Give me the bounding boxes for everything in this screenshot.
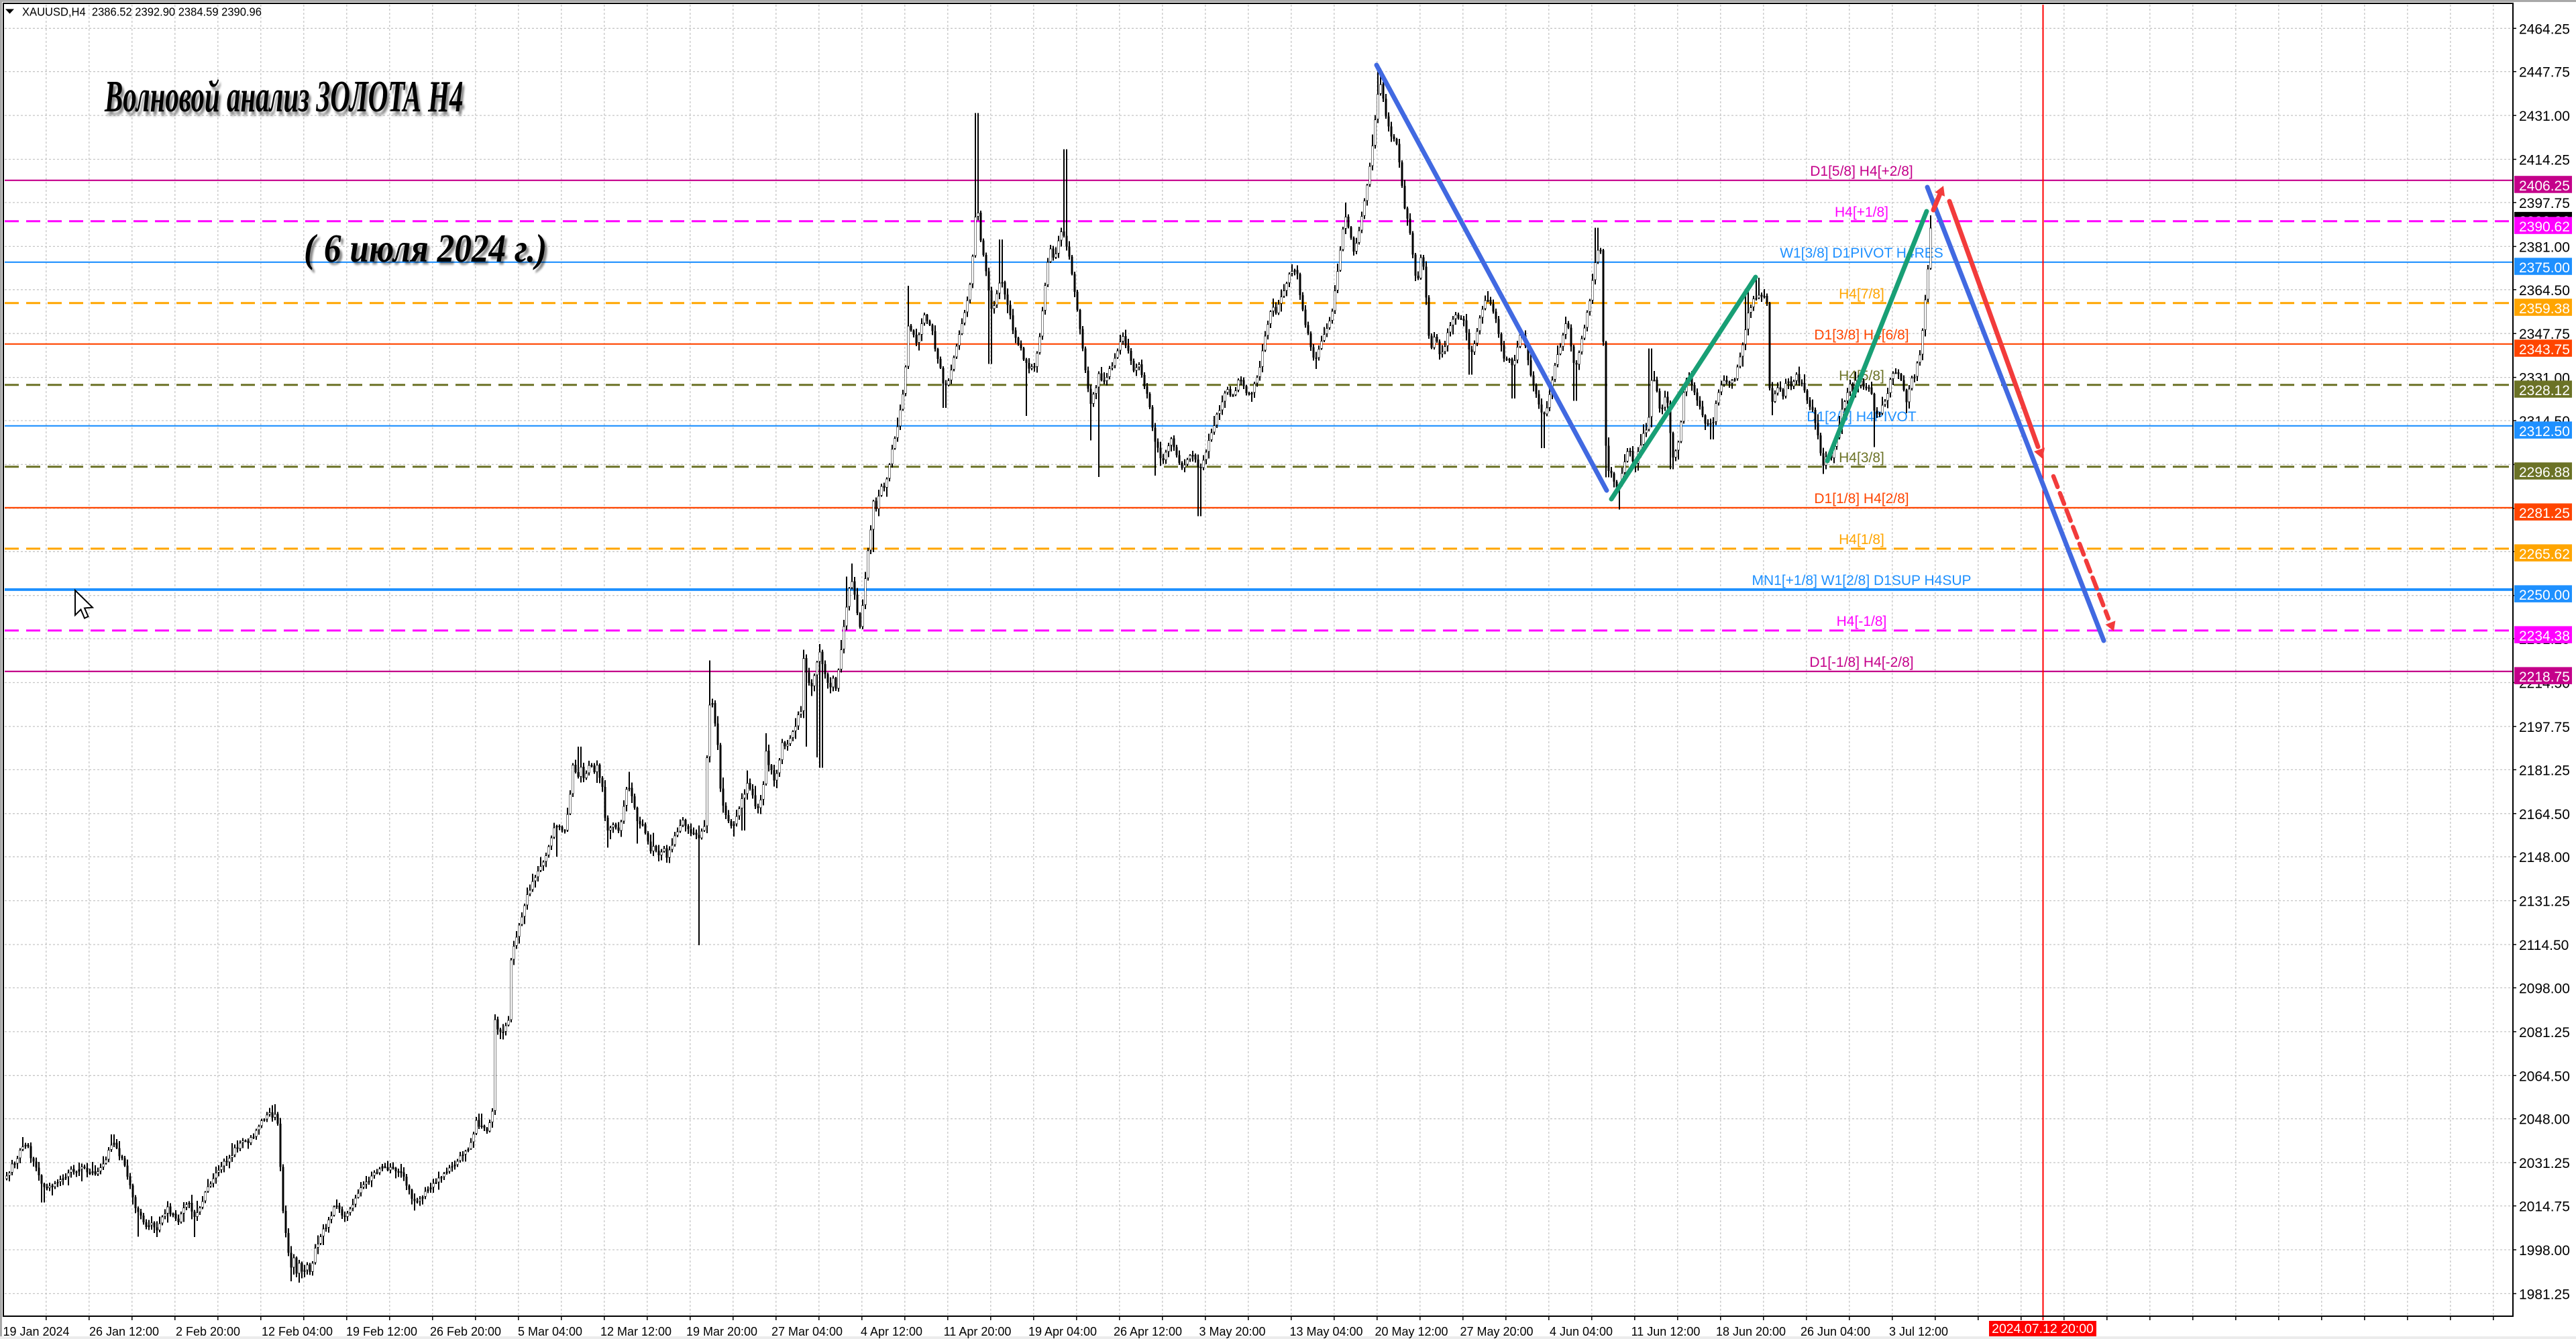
svg-text:H4[7/8]: H4[7/8] [1839, 286, 1884, 302]
svg-text:11 Jun 12:00: 11 Jun 12:00 [1631, 1325, 1701, 1338]
svg-text:XAUUSD,H4 2386.52 2392.90 238: XAUUSD,H4 2386.52 2392.90 2384.59 2390.9… [22, 5, 262, 19]
svg-text:2312.50: 2312.50 [2519, 424, 2570, 439]
svg-text:1981.25: 1981.25 [2519, 1287, 2570, 1302]
svg-text:H4[+1/8]: H4[+1/8] [1835, 205, 1888, 220]
svg-text:11 Apr 20:00: 11 Apr 20:00 [944, 1325, 1012, 1338]
svg-text:H4[-1/8]: H4[-1/8] [1837, 614, 1887, 629]
svg-text:2234.38: 2234.38 [2519, 629, 2570, 644]
svg-text:27 Mar 04:00: 27 Mar 04:00 [771, 1325, 843, 1338]
svg-text:26 Feb 20:00: 26 Feb 20:00 [430, 1325, 501, 1338]
svg-text:18 Jun 20:00: 18 Jun 20:00 [1716, 1325, 1786, 1338]
svg-text:( 6 июля 2024 г.): ( 6 июля 2024 г.) [304, 227, 547, 271]
svg-text:2181.25: 2181.25 [2519, 763, 2570, 778]
svg-text:D1[-1/8] H4[-2/8]: D1[-1/8] H4[-2/8] [1809, 655, 1913, 670]
svg-text:2447.75: 2447.75 [2519, 65, 2570, 81]
svg-text:2296.88: 2296.88 [2519, 465, 2570, 480]
svg-text:2064.50: 2064.50 [2519, 1069, 2570, 1084]
svg-text:26 Jan 12:00: 26 Jan 12:00 [89, 1325, 159, 1338]
svg-text:2359.38: 2359.38 [2519, 301, 2570, 317]
svg-text:2281.25: 2281.25 [2519, 506, 2570, 521]
svg-text:H4[1/8]: H4[1/8] [1839, 532, 1884, 547]
svg-text:2024.07.12 20:00: 2024.07.12 20:00 [1992, 1322, 2094, 1336]
svg-text:2081.25: 2081.25 [2519, 1025, 2570, 1040]
svg-text:19 Mar 20:00: 19 Mar 20:00 [686, 1325, 757, 1338]
svg-text:2114.50: 2114.50 [2519, 938, 2569, 953]
svg-text:2397.75: 2397.75 [2519, 196, 2570, 211]
svg-text:D1[3/8] H4[6/8]: D1[3/8] H4[6/8] [1814, 327, 1909, 343]
svg-text:2431.00: 2431.00 [2519, 109, 2570, 124]
svg-text:2 Feb 20:00: 2 Feb 20:00 [176, 1325, 240, 1338]
svg-text:2414.25: 2414.25 [2519, 153, 2570, 168]
svg-text:2390.62: 2390.62 [2519, 219, 2570, 235]
svg-text:2250.00: 2250.00 [2519, 588, 2570, 603]
svg-text:Волновой анализ ЗОЛОТА Н4: Волновой анализ ЗОЛОТА Н4 [104, 72, 463, 122]
svg-text:2164.50: 2164.50 [2519, 807, 2570, 822]
svg-text:H4[3/8]: H4[3/8] [1839, 450, 1884, 466]
svg-text:2328.12: 2328.12 [2519, 383, 2570, 398]
svg-text:12 Mar 12:00: 12 Mar 12:00 [600, 1325, 672, 1338]
svg-text:2131.25: 2131.25 [2519, 894, 2570, 910]
svg-text:D1[2/8] H4PIVOT: D1[2/8] H4PIVOT [1807, 409, 1917, 425]
svg-text:12 Feb 04:00: 12 Feb 04:00 [262, 1325, 333, 1338]
svg-text:MN1[+1/8] W1[2/8] D1SUP H4SUP: MN1[+1/8] W1[2/8] D1SUP H4SUP [1752, 573, 1972, 588]
svg-text:2098.00: 2098.00 [2519, 981, 2570, 997]
svg-text:3 Jul 12:00: 3 Jul 12:00 [1889, 1325, 1948, 1338]
svg-text:W1[3/8] D1PIVOT H4RES: W1[3/8] D1PIVOT H4RES [1780, 246, 1943, 261]
svg-text:2406.25: 2406.25 [2519, 178, 2570, 194]
svg-text:5 Mar 04:00: 5 Mar 04:00 [518, 1325, 582, 1338]
svg-text:2464.25: 2464.25 [2519, 21, 2570, 37]
svg-text:13 May 04:00: 13 May 04:00 [1289, 1325, 1362, 1338]
svg-text:2381.00: 2381.00 [2519, 239, 2570, 255]
svg-text:26 Apr 12:00: 26 Apr 12:00 [1114, 1325, 1182, 1338]
svg-text:2148.00: 2148.00 [2519, 850, 2570, 865]
svg-text:27 May 20:00: 27 May 20:00 [1460, 1325, 1533, 1338]
svg-text:2197.75: 2197.75 [2519, 720, 2570, 735]
svg-text:2364.50: 2364.50 [2519, 283, 2570, 299]
svg-text:2031.25: 2031.25 [2519, 1156, 2570, 1171]
svg-text:D1[1/8] H4[2/8]: D1[1/8] H4[2/8] [1814, 491, 1909, 506]
svg-text:2347.75: 2347.75 [2519, 327, 2570, 342]
svg-text:1998.00: 1998.00 [2519, 1243, 2570, 1258]
svg-text:2014.75: 2014.75 [2519, 1199, 2570, 1215]
svg-text:4 Jun 04:00: 4 Jun 04:00 [1550, 1325, 1613, 1338]
svg-text:3 May 20:00: 3 May 20:00 [1199, 1325, 1265, 1338]
svg-text:19 Apr 04:00: 19 Apr 04:00 [1028, 1325, 1097, 1338]
svg-text:D1[5/8] H4[+2/8]: D1[5/8] H4[+2/8] [1810, 164, 1913, 179]
svg-text:2048.00: 2048.00 [2519, 1112, 2570, 1128]
svg-text:2218.75: 2218.75 [2519, 670, 2570, 685]
svg-text:4 Apr 12:00: 4 Apr 12:00 [861, 1325, 922, 1338]
svg-text:26 Jun 04:00: 26 Jun 04:00 [1801, 1325, 1870, 1338]
svg-text:2375.00: 2375.00 [2519, 260, 2570, 276]
svg-text:19 Feb 12:00: 19 Feb 12:00 [346, 1325, 417, 1338]
svg-text:19 Jan 2024: 19 Jan 2024 [3, 1325, 69, 1338]
svg-text:2343.75: 2343.75 [2519, 342, 2570, 358]
svg-text:2265.62: 2265.62 [2519, 547, 2570, 562]
svg-text:20 May 12:00: 20 May 12:00 [1375, 1325, 1448, 1338]
